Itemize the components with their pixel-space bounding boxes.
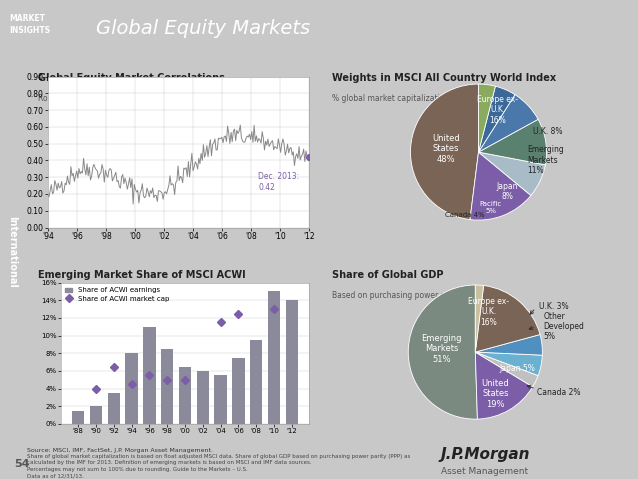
Text: Dec. 2013:
0.42: Dec. 2013: 0.42 bbox=[258, 172, 299, 192]
Wedge shape bbox=[478, 95, 538, 152]
Bar bbox=[72, 411, 84, 424]
Text: Weights in MSCI All Country World Index: Weights in MSCI All Country World Index bbox=[332, 73, 556, 83]
Wedge shape bbox=[478, 84, 496, 152]
Text: Emerging
Markets
11%: Emerging Markets 11% bbox=[528, 145, 564, 175]
Text: United
States
19%: United States 19% bbox=[482, 379, 509, 409]
Text: Japan 5%: Japan 5% bbox=[499, 365, 535, 373]
Text: Asset Management: Asset Management bbox=[441, 467, 528, 476]
Text: United
States
48%: United States 48% bbox=[432, 134, 460, 164]
Text: Rolling 1-year correlations, 30 countries: Rolling 1-year correlations, 30 countrie… bbox=[38, 94, 192, 103]
Wedge shape bbox=[410, 84, 478, 219]
Text: U.K. 3%: U.K. 3% bbox=[539, 302, 568, 311]
Bar bbox=[143, 327, 156, 424]
Bar bbox=[197, 371, 209, 424]
Text: Europe ex-
U.K.
16%: Europe ex- U.K. 16% bbox=[477, 95, 518, 125]
Text: Other
Developed
5%: Other Developed 5% bbox=[544, 312, 584, 342]
Text: Global Equity Market Correlations: Global Equity Market Correlations bbox=[38, 73, 225, 83]
Wedge shape bbox=[475, 352, 538, 387]
Text: Source: MSCI, IMF, FactSet, J.P. Morgan Asset Management.: Source: MSCI, IMF, FactSet, J.P. Morgan … bbox=[27, 448, 213, 453]
Bar bbox=[250, 340, 262, 424]
Wedge shape bbox=[475, 285, 484, 352]
Bar bbox=[214, 376, 227, 424]
Text: Share of Global GDP: Share of Global GDP bbox=[332, 270, 443, 280]
Text: Japan
8%: Japan 8% bbox=[496, 182, 518, 201]
Bar bbox=[125, 354, 138, 424]
Text: % global market capitalization, float adjusted: % global market capitalization, float ad… bbox=[332, 94, 507, 103]
Wedge shape bbox=[470, 152, 531, 220]
Bar bbox=[268, 291, 280, 424]
Wedge shape bbox=[475, 352, 542, 376]
Legend: Share of ACWI earnings, Share of ACWI market cap: Share of ACWI earnings, Share of ACWI ma… bbox=[64, 286, 171, 303]
Wedge shape bbox=[475, 285, 540, 352]
Text: Share of global market capitalization is based on float adjusted MSCI data. Shar: Share of global market capitalization is… bbox=[27, 454, 410, 479]
Text: Europe ex-
U.K.
16%: Europe ex- U.K. 16% bbox=[468, 297, 509, 327]
Text: J.P.Morgan: J.P.Morgan bbox=[440, 447, 530, 462]
Wedge shape bbox=[475, 334, 542, 355]
Wedge shape bbox=[478, 152, 545, 195]
Text: Emerging
Markets
51%: Emerging Markets 51% bbox=[422, 334, 462, 364]
Text: Pacific
5%: Pacific 5% bbox=[480, 201, 502, 215]
Text: U.K. 8%: U.K. 8% bbox=[533, 127, 563, 136]
Text: Global Equity Markets: Global Equity Markets bbox=[96, 19, 310, 38]
Bar bbox=[108, 393, 120, 424]
Wedge shape bbox=[478, 119, 547, 165]
Wedge shape bbox=[475, 352, 533, 419]
Text: International: International bbox=[7, 216, 17, 287]
Bar bbox=[90, 406, 102, 424]
Text: Emerging Market Share of MSCI ACWI: Emerging Market Share of MSCI ACWI bbox=[38, 270, 246, 280]
Bar bbox=[179, 366, 191, 424]
Text: MARKET
INSIGHTS: MARKET INSIGHTS bbox=[9, 14, 50, 35]
Text: Canada 2%: Canada 2% bbox=[537, 388, 581, 397]
Bar bbox=[286, 300, 298, 424]
Text: Canada 4%: Canada 4% bbox=[445, 212, 485, 217]
Wedge shape bbox=[408, 285, 477, 419]
Text: 54: 54 bbox=[14, 459, 29, 469]
Text: Based on purchasing power parity: Based on purchasing power parity bbox=[332, 291, 463, 300]
Wedge shape bbox=[478, 86, 515, 152]
Bar bbox=[161, 349, 174, 424]
Bar bbox=[232, 358, 245, 424]
